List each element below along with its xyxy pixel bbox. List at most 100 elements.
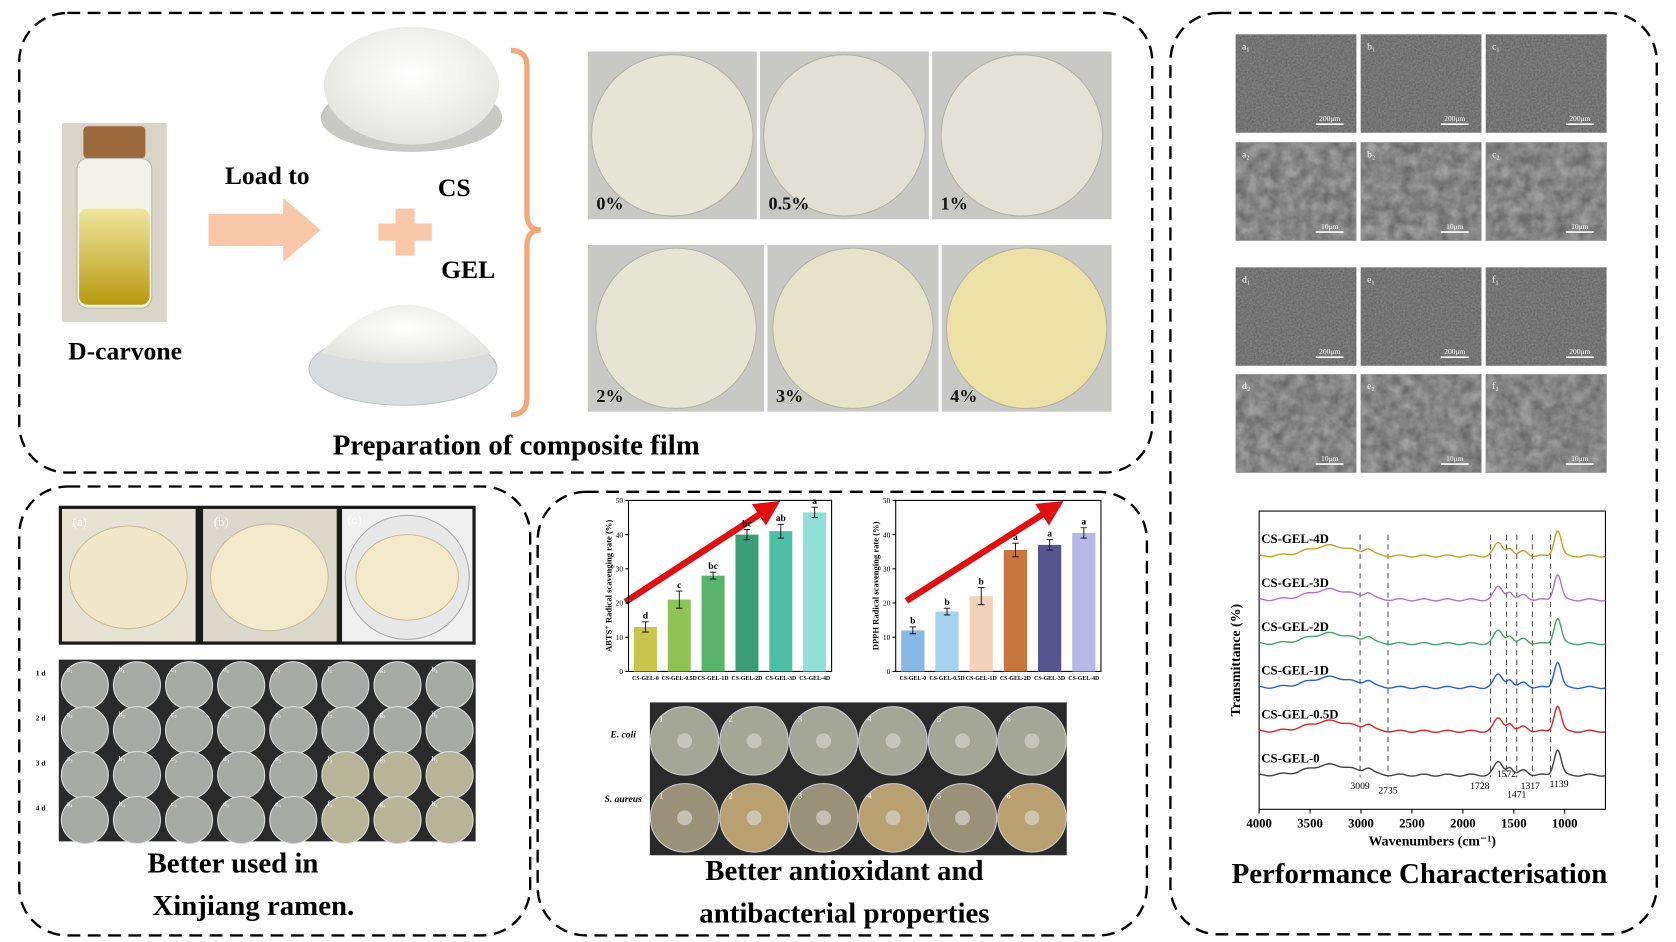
significance-letter: bc	[742, 518, 752, 529]
bar	[667, 599, 691, 672]
x-tick-label: CS-GEL-2D	[1000, 676, 1031, 682]
y-tick-label: 10	[883, 633, 891, 642]
x-tick-label: CS-GEL-2D	[731, 676, 762, 682]
error-bar	[1080, 527, 1088, 539]
plate-number: 4	[867, 714, 872, 724]
significance-letter: c	[677, 580, 682, 591]
panel-title: Performance Characterisation	[1232, 858, 1608, 890]
bar	[935, 611, 959, 672]
plate-number: 6	[1006, 714, 1011, 724]
peak-label: 1728	[1470, 781, 1489, 792]
plate-number: 3	[798, 791, 802, 801]
axis-frame	[895, 499, 1102, 672]
label: D-carvone	[68, 336, 182, 365]
x-tick-label: 4000	[1246, 816, 1272, 830]
photo-label: (c)	[347, 513, 361, 527]
significance-letter: bc	[708, 561, 718, 572]
film-photo	[763, 54, 926, 217]
film-photo	[772, 247, 934, 410]
plate-label: f₂	[327, 709, 332, 718]
panel-title: Preparation of composite film	[333, 429, 700, 461]
bar	[901, 630, 925, 672]
film-label: 2%	[596, 386, 623, 406]
inhibition-zone	[955, 733, 971, 749]
plate-label: b₁	[119, 664, 126, 673]
inhibition-zone	[1024, 733, 1040, 749]
plate-number: 6	[1006, 791, 1011, 801]
spectrum	[1259, 705, 1606, 734]
day-label: 4 d	[36, 803, 47, 812]
y-axis-label: Transmittance (%)	[1229, 603, 1244, 716]
sem-texture	[1485, 34, 1607, 133]
spectrum	[1259, 530, 1606, 558]
day-label: 2 d	[36, 714, 47, 723]
plate-number: 5	[937, 791, 941, 801]
film-label: 1%	[941, 194, 968, 214]
y-tick-label: 40	[883, 530, 891, 539]
panel-title: antibacterial properties	[699, 898, 989, 930]
error-bar	[642, 621, 649, 633]
inhibition-zone	[677, 733, 693, 749]
sem-label: e₁	[1367, 274, 1375, 285]
sem-label: f₂	[1492, 381, 1499, 392]
film-photo	[591, 54, 754, 217]
film-photo	[940, 54, 1104, 217]
plate	[112, 795, 161, 845]
photo-label: (a)	[73, 515, 87, 529]
sem-texture	[1360, 34, 1482, 133]
spectrum	[1259, 573, 1606, 602]
x-tick-label: 2000	[1450, 816, 1476, 830]
x-tick-label: CS-GEL-0	[899, 676, 926, 682]
plate-number: 3	[798, 714, 802, 724]
axis-frame	[627, 499, 833, 672]
photo-label: (b)	[214, 515, 229, 529]
bacteria-label: S. aureus	[604, 794, 642, 805]
y-axis-label: DPPH Radical scavenging rate (%)	[871, 521, 881, 650]
error-bar	[1012, 542, 1019, 558]
sem-label: b₁	[1367, 41, 1375, 52]
bacteria-label: E. coli	[609, 730, 636, 741]
error-bar	[811, 506, 818, 518]
plate-label: b₃	[119, 754, 126, 763]
peak-label: 1572	[1497, 769, 1516, 780]
panel-border	[1169, 11, 1658, 936]
y-tick-label: 50	[883, 496, 891, 505]
ramen-photos	[58, 505, 476, 645]
film-label: 0.5%	[769, 194, 810, 214]
x-tick-label: 1000	[1552, 816, 1578, 830]
scale-bar-label: 200μm	[1444, 114, 1465, 123]
gel-powder-photo	[308, 304, 498, 406]
plate-number: 5	[937, 714, 941, 724]
panel-title: Better used in	[148, 847, 319, 879]
plate-label: f₁	[327, 664, 332, 673]
day-label: 3 d	[36, 758, 47, 767]
series-label: CS-GEL-1D	[1261, 664, 1329, 678]
bottle-photo	[61, 123, 167, 322]
plate-label: e₂	[275, 709, 281, 718]
plate	[425, 795, 474, 845]
plate-label: e₄	[275, 799, 281, 808]
plate-label: d₄	[223, 799, 230, 808]
spectrum	[1259, 661, 1606, 690]
bar	[633, 626, 657, 672]
error-bar	[676, 590, 683, 609]
plate-label: h₁	[431, 664, 438, 673]
x-tick-label: CS-GEL-0	[632, 676, 659, 682]
scale-bar-label: 200μm	[1319, 114, 1340, 123]
plate-number: 2	[728, 791, 732, 801]
film-label: 0%	[596, 194, 623, 214]
sem-texture	[1485, 267, 1607, 366]
plate	[217, 795, 266, 845]
arrow	[208, 197, 321, 263]
scale-bar-label: 200μm	[1569, 114, 1590, 123]
day-label: 1 d	[36, 669, 47, 678]
bar	[1003, 549, 1028, 672]
sem-label: b₂	[1367, 149, 1375, 160]
plate-number: 4	[867, 791, 872, 801]
plate-label: c₁	[171, 664, 177, 673]
plate-label: a₂	[67, 709, 73, 718]
plate-label: f₄	[327, 799, 332, 808]
bar	[701, 575, 725, 672]
inhibition-zone	[677, 810, 693, 826]
film-label: 3%	[776, 386, 803, 406]
